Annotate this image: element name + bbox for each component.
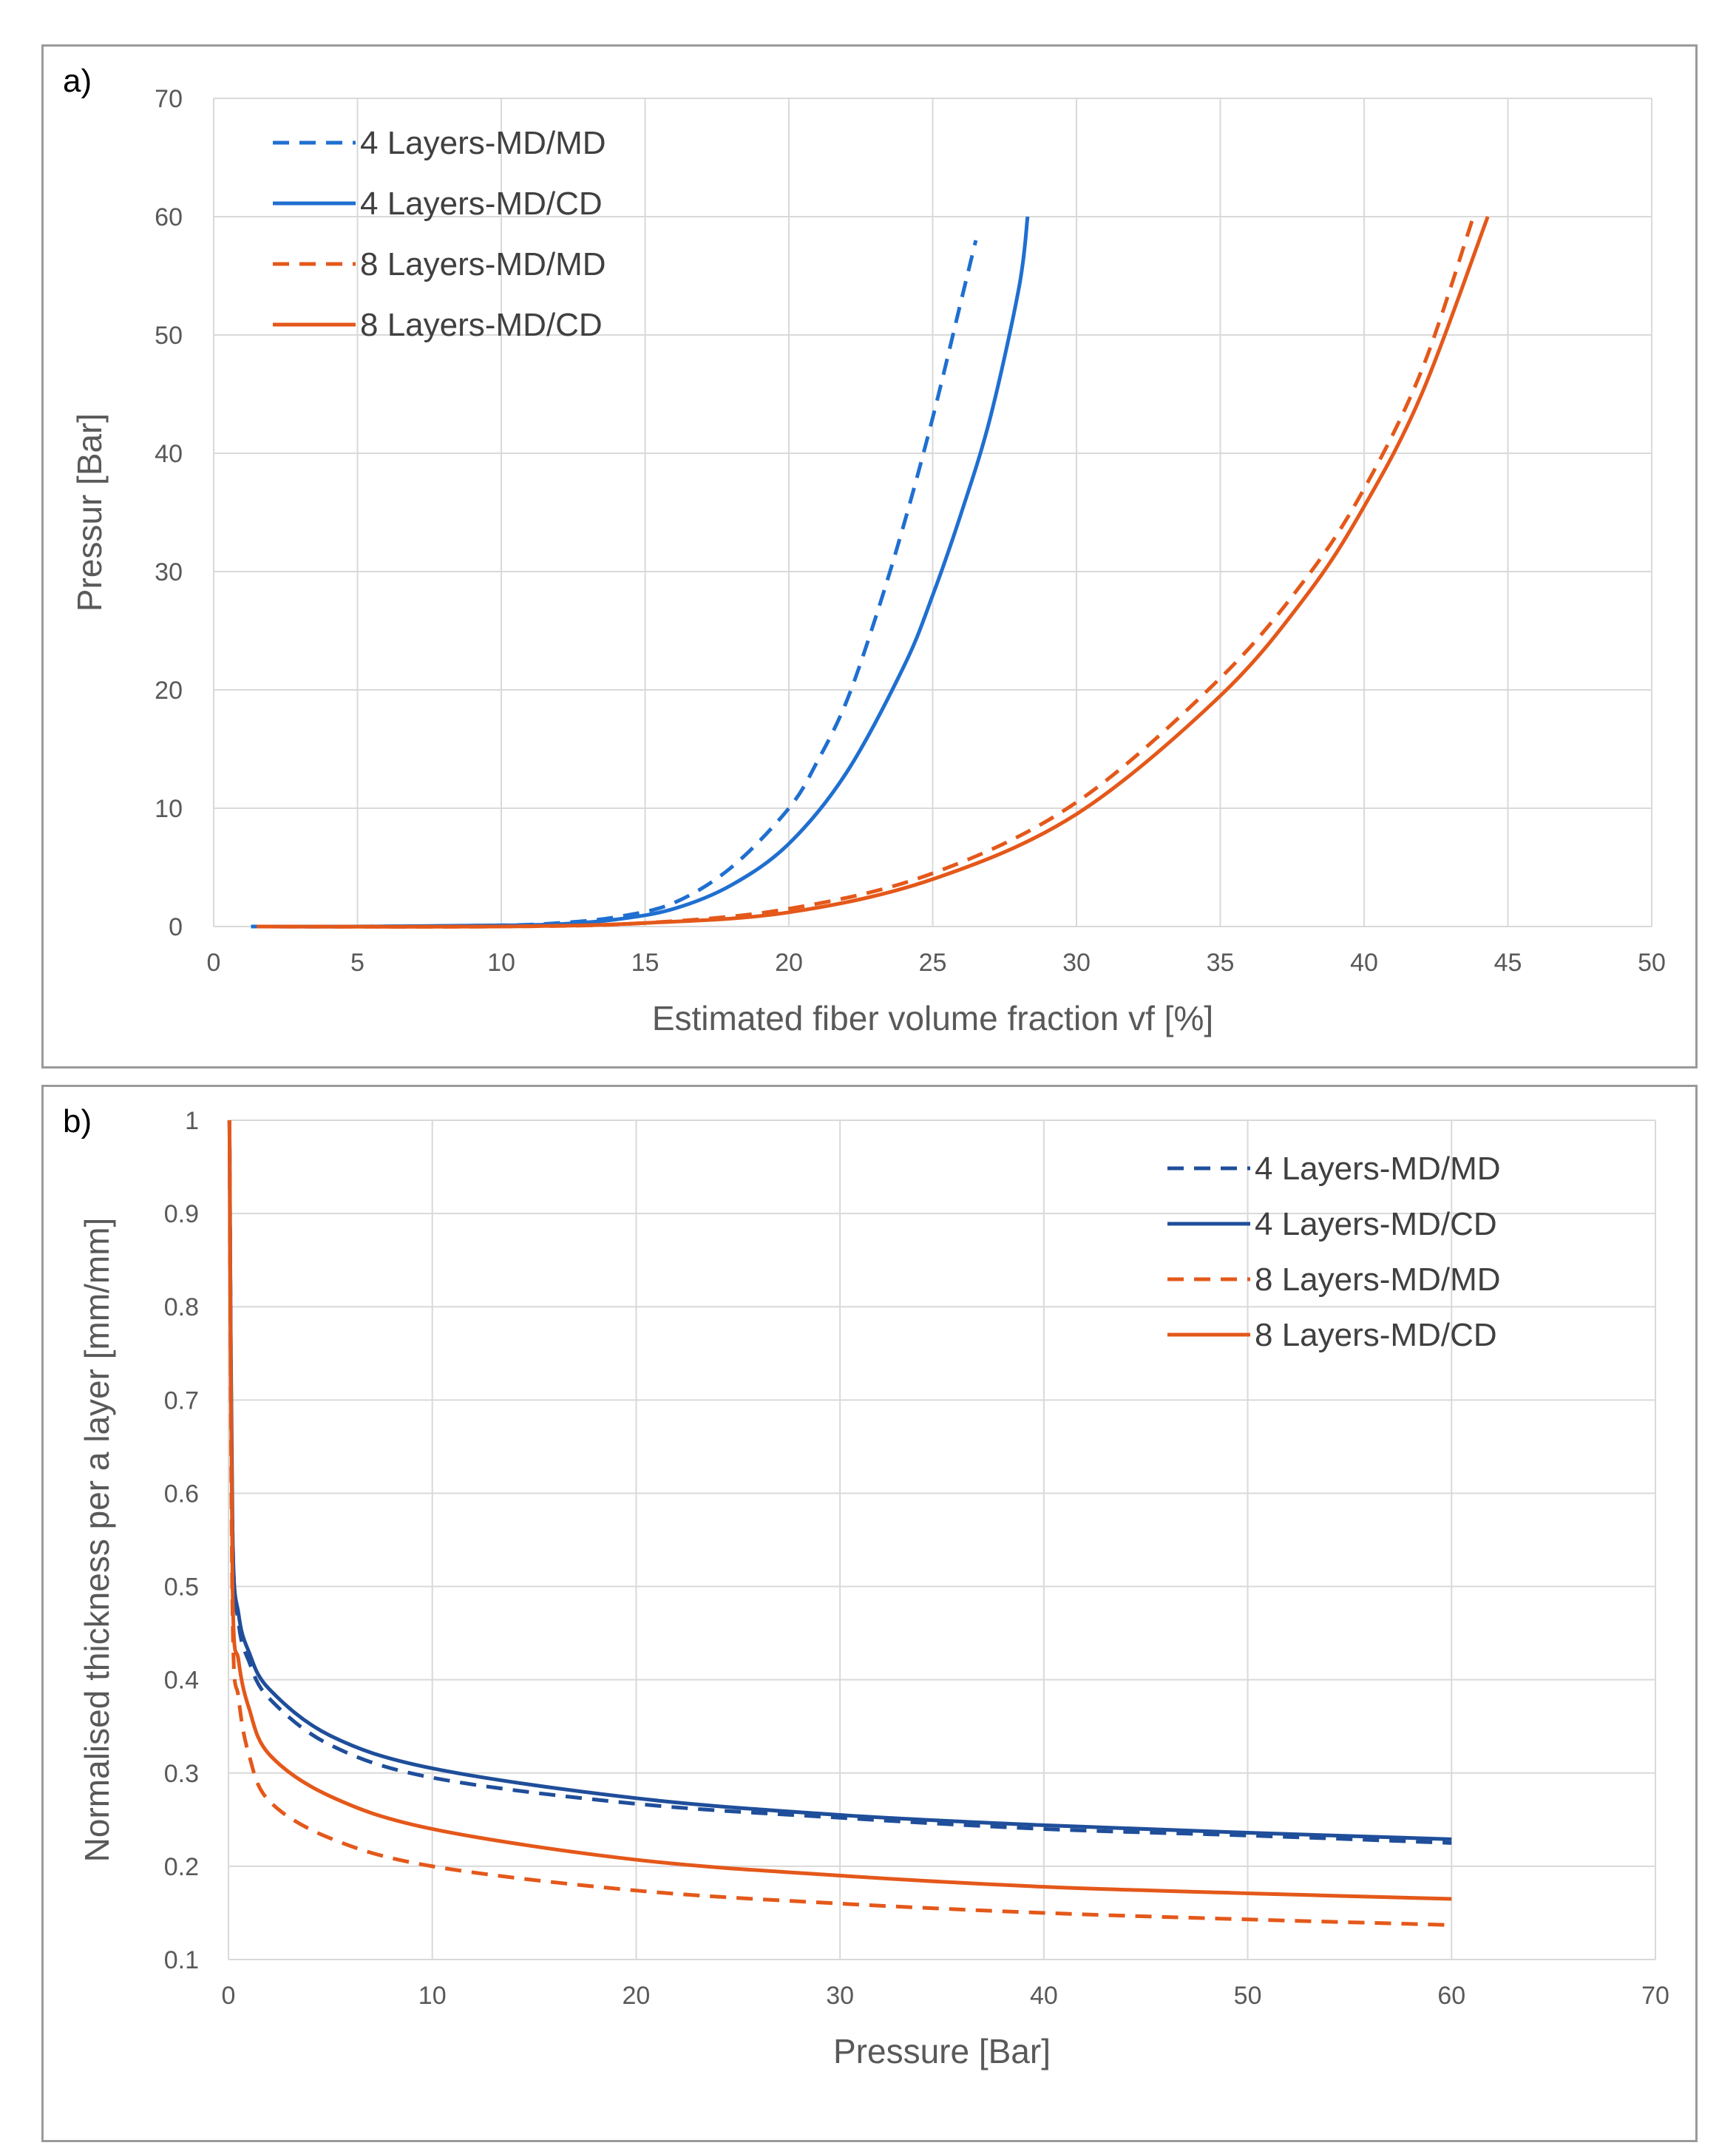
x-tick-label: 70 [1641,1982,1669,2010]
y-tick-label: 0.2 [164,1853,199,1881]
x-tick-label: 50 [1638,949,1666,977]
y-tick-label: 40 [155,440,183,468]
x-tick-label: 45 [1494,949,1522,977]
x-tick-label: 0 [207,949,221,977]
y-tick-label: 10 [155,795,183,823]
x-tick-label: 0 [222,1982,236,2010]
x-tick-label: 15 [631,949,660,977]
series-line-1 [251,240,978,929]
y-tick-label: 60 [155,203,183,231]
panel-label-a: a) [63,63,92,99]
x-axis-title: Pressure [Bar] [833,2032,1051,2070]
legend-label: 8 Layers-MD/CD [360,307,603,343]
y-tick-label: 0.4 [164,1667,199,1695]
legend-label: 4 Layers-MD/MD [360,125,606,161]
y-tick-label: 0.8 [164,1293,199,1321]
x-tick-label: 5 [350,949,365,977]
legend-label: 4 Layers-MD/MD [1255,1151,1501,1187]
series-line-3 [227,1120,1452,1927]
x-tick-label: 25 [919,949,947,977]
y-axis-title: Pressur [Bar] [70,413,109,612]
y-tick-label: 20 [155,677,183,705]
series-line-4 [257,216,1490,929]
y-tick-label: 0.6 [164,1480,199,1508]
gridlines [213,98,1652,927]
y-tick-label: 0.9 [164,1200,199,1228]
x-tick-label: 10 [418,1982,447,2010]
x-tick-label: 30 [826,1982,854,2010]
series-lines [227,1120,1452,1927]
y-axis-title: Normalised thickness per a layer [mm/mm] [78,1218,116,1863]
y-tick-label: 70 [155,85,183,113]
legend: 4 Layers-MD/MD 4 Layers-MD/CD 8 Layers-MD/… [273,125,606,343]
x-tick-label: 40 [1350,949,1378,977]
legend: 4 Layers-MD/MD 4 Layers-MD/CD 8 Layers-MD/… [1167,1151,1501,1353]
x-tick-label: 20 [775,949,803,977]
series-line-4 [227,1120,1452,1901]
series-lines [251,216,1490,929]
legend-label: 8 Layers-MD/MD [1255,1261,1501,1298]
x-tick-label: 20 [623,1982,651,2010]
x-tick-label: 30 [1062,949,1091,977]
x-axis-title: Estimated fiber volume fraction vf [%] [652,999,1213,1037]
y-tick-label: 0.1 [164,1946,199,1974]
panel-label-b: b) [63,1103,92,1139]
x-tick-label: 50 [1234,1982,1262,2010]
y-tick-label: 50 [155,322,183,350]
chart-panel-b: b) 0 10 20 30 40 50 60 70 0.1 0.2 0.3 0.4 0.5 0.6 0.7 0… [41,1085,1698,2142]
x-tick-label: 35 [1207,949,1235,977]
legend-label: 8 Layers-MD/CD [1255,1317,1497,1353]
y-tick-label: 0.5 [164,1574,199,1602]
x-tick-label: 40 [1030,1982,1058,2010]
y-tick-label: 30 [155,558,183,586]
x-tick-label: 10 [487,949,515,977]
chart-panel-a: a) 0 5 10 15 20 25 30 35 40 45 50 0 10 20 30 40 50 60 70 Es… [41,44,1698,1068]
y-tick-label: 1 [185,1107,199,1135]
x-tick-label: 60 [1437,1982,1465,2010]
legend-label: 4 Layers-MD/CD [360,186,603,222]
y-tick-label: 0.3 [164,1760,199,1788]
legend-label: 4 Layers-MD/CD [1255,1206,1497,1242]
y-tick-label: 0.7 [164,1386,199,1415]
gridlines [228,1120,1656,1960]
chart-b: 0 10 20 30 40 50 60 70 0.1 0.2 0.3 0.4 0.5 0.6 0.7 0.8 0… [78,1107,1669,2070]
legend-label: 8 Layers-MD/MD [360,246,606,282]
y-tick-label: 0 [169,913,183,941]
chart-a: 0 5 10 15 20 25 30 35 40 45 50 0 10 20 30 40 50 60 70 Estim… [70,85,1666,1037]
